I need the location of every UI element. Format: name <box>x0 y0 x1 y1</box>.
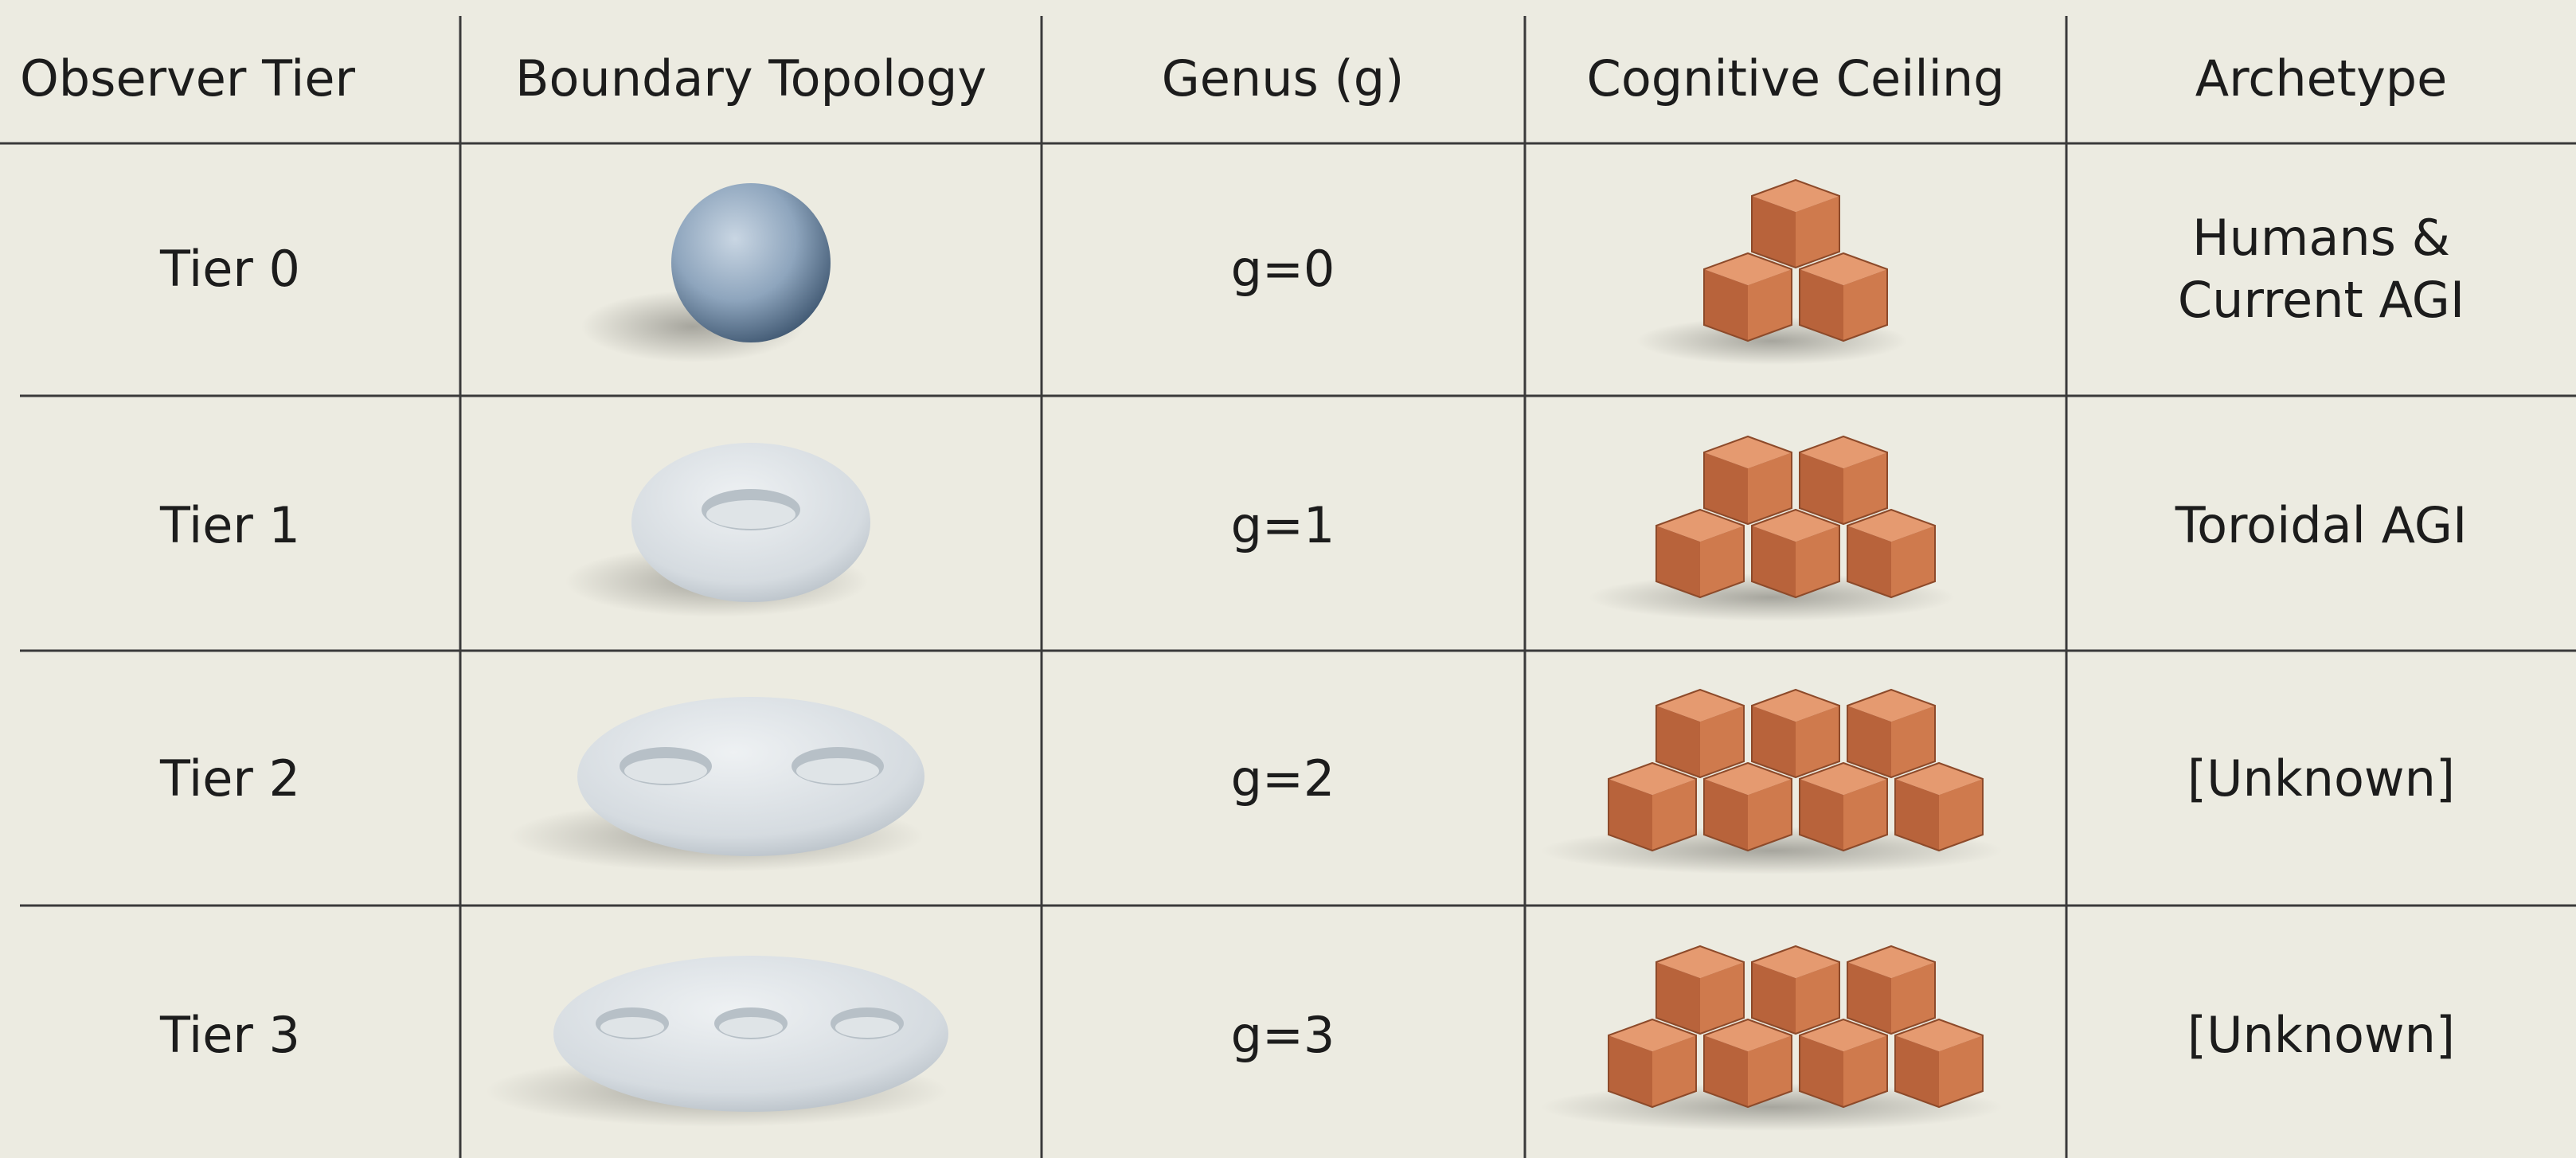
header-cell: Archetype <box>2195 49 2448 108</box>
cube-stack <box>1541 945 2003 1131</box>
cube-stack <box>1541 689 2003 874</box>
torus-1 <box>565 443 870 617</box>
tier-cell: Tier 3 <box>160 1006 300 1064</box>
archetype-cell: [Unknown] <box>2187 1006 2456 1064</box>
cube-stack <box>1636 179 1907 365</box>
torus-3 <box>486 956 948 1127</box>
torus-2 <box>510 697 924 872</box>
archetype-cell: Toroidal AGI <box>2175 496 2468 554</box>
sphere <box>581 183 831 362</box>
genus-cell: g=1 <box>1230 496 1335 554</box>
cube-stack <box>1589 436 1955 621</box>
archetype-cell: [Unknown] <box>2187 749 2456 808</box>
header-cell: Boundary Topology <box>514 49 987 108</box>
archetype-cell: Humans & Current AGI <box>2177 209 2465 329</box>
header-cell: Cognitive Ceiling <box>1586 49 2005 108</box>
genus-cell: g=0 <box>1230 240 1335 298</box>
genus-cell: g=2 <box>1230 749 1335 808</box>
header-cell: Genus (g) <box>1161 49 1405 108</box>
tier-cell: Tier 2 <box>160 749 300 808</box>
tier-cell: Tier 0 <box>160 240 300 298</box>
genus-cell: g=3 <box>1230 1006 1335 1064</box>
header-cell: Observer Tier <box>20 49 355 108</box>
tier-cell: Tier 1 <box>160 496 300 554</box>
grid-lines <box>0 16 2576 1158</box>
